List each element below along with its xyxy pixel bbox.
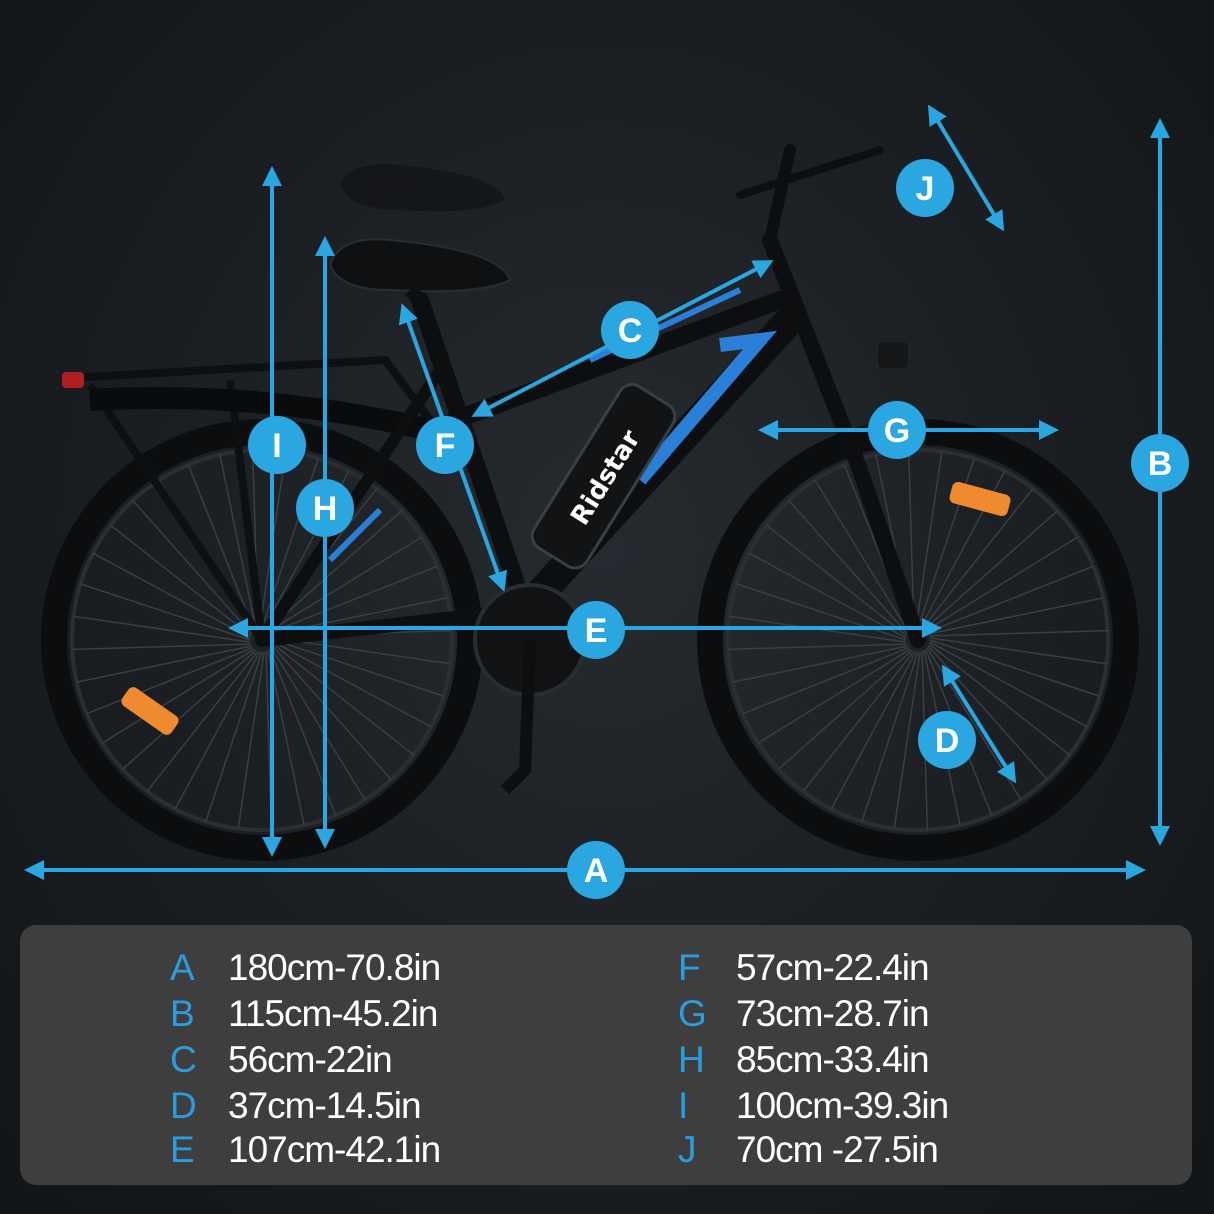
legend-value: 56cm-22in bbox=[228, 1039, 393, 1080]
rear-reflector bbox=[121, 687, 179, 735]
dimension-badge bbox=[896, 159, 954, 217]
front-reflector bbox=[949, 481, 1011, 517]
dimension-badge-letter: A bbox=[584, 852, 609, 890]
legend-letter: A bbox=[170, 947, 195, 988]
legend-value: 100cm-39.3in bbox=[736, 1085, 949, 1126]
dimension-e: E bbox=[228, 601, 942, 659]
dimension-arrows: A B C D E F G HI J bbox=[24, 104, 1189, 899]
dimension-badge-letter: D bbox=[935, 722, 960, 760]
dimension-badge-letter: E bbox=[585, 612, 608, 650]
legend-letter: E bbox=[170, 1129, 195, 1170]
dimension-j: J bbox=[896, 104, 1005, 232]
legend-row-d: D 37cm-14.5in bbox=[170, 1083, 422, 1129]
dimension-badge-letter: I bbox=[272, 427, 281, 465]
legend-value: 73cm-28.7in bbox=[736, 993, 930, 1034]
legend-value: 115cm-45.2in bbox=[228, 993, 438, 1034]
dimension-badge-letter: C bbox=[618, 312, 643, 350]
dimension-badge-letter: B bbox=[1148, 445, 1173, 483]
legend-letter: B bbox=[170, 993, 195, 1034]
dimension-badge-letter: H bbox=[313, 490, 338, 528]
dimension-h: H bbox=[296, 236, 354, 849]
dimension-f: F bbox=[398, 303, 508, 592]
legend-row-c: C 56cm-22in bbox=[170, 1037, 393, 1083]
dimension-arrow bbox=[941, 664, 1017, 784]
dimension-badge bbox=[248, 416, 306, 474]
dimension-badge-letter: F bbox=[435, 427, 456, 465]
dimension-badge-letter: J bbox=[916, 170, 935, 208]
dimension-badge bbox=[868, 401, 926, 459]
dimension-i: I bbox=[248, 166, 306, 857]
legend-letter: D bbox=[170, 1085, 197, 1126]
dimension-badge-letter: G bbox=[884, 412, 910, 450]
legend-letter: F bbox=[678, 947, 701, 988]
dimension-badge bbox=[416, 416, 474, 474]
dimension-arrow bbox=[927, 104, 1005, 232]
dimension-badge bbox=[567, 601, 625, 659]
legend-letter: C bbox=[170, 1039, 197, 1080]
legend-row-g: G 73cm-28.7in bbox=[678, 991, 930, 1037]
dimension-g: G bbox=[758, 401, 1059, 459]
legend-letter: J bbox=[678, 1129, 697, 1170]
dimension-badge bbox=[296, 479, 354, 537]
dimension-d: D bbox=[918, 664, 1017, 784]
legend-value: 180cm-70.8in bbox=[228, 947, 441, 988]
legend-value: 70cm -27.5in bbox=[736, 1129, 939, 1170]
legend-value: 37cm-14.5in bbox=[228, 1085, 422, 1126]
legend-row-h: H 85cm-33.4in bbox=[678, 1037, 930, 1083]
legend-letter: G bbox=[678, 993, 707, 1034]
dimension-b: B bbox=[1131, 118, 1189, 846]
legend-letter: I bbox=[678, 1085, 688, 1126]
legend-value: 107cm-42.1in bbox=[228, 1129, 441, 1170]
dimension-c: C bbox=[471, 260, 774, 417]
legend-row-b: B 115cm-45.2in bbox=[170, 991, 438, 1037]
dimension-badge bbox=[918, 711, 976, 769]
dimension-badge bbox=[1131, 434, 1189, 492]
legend-row-f: F 57cm-22.4in bbox=[678, 945, 930, 991]
dimension-legend-panel: A 180cm-70.8in B 115cm-45.2in C 56cm-22in D… bbox=[20, 925, 1192, 1185]
legend-value: 57cm-22.4in bbox=[736, 947, 930, 988]
legend-row-e: E 107cm-42.1in bbox=[170, 1127, 441, 1173]
legend-letter: H bbox=[678, 1039, 705, 1080]
dimension-badge bbox=[567, 841, 625, 899]
dimension-badge bbox=[601, 301, 659, 359]
legend-row-a: A 180cm-70.8in bbox=[170, 945, 441, 991]
legend-row-i: I 100cm-39.3in bbox=[678, 1083, 949, 1129]
seat bbox=[328, 238, 512, 293]
dimension-a: A bbox=[24, 841, 1146, 899]
legend-value: 85cm-33.4in bbox=[736, 1039, 930, 1080]
legend-row-j: J 70cm -27.5in bbox=[678, 1127, 939, 1173]
